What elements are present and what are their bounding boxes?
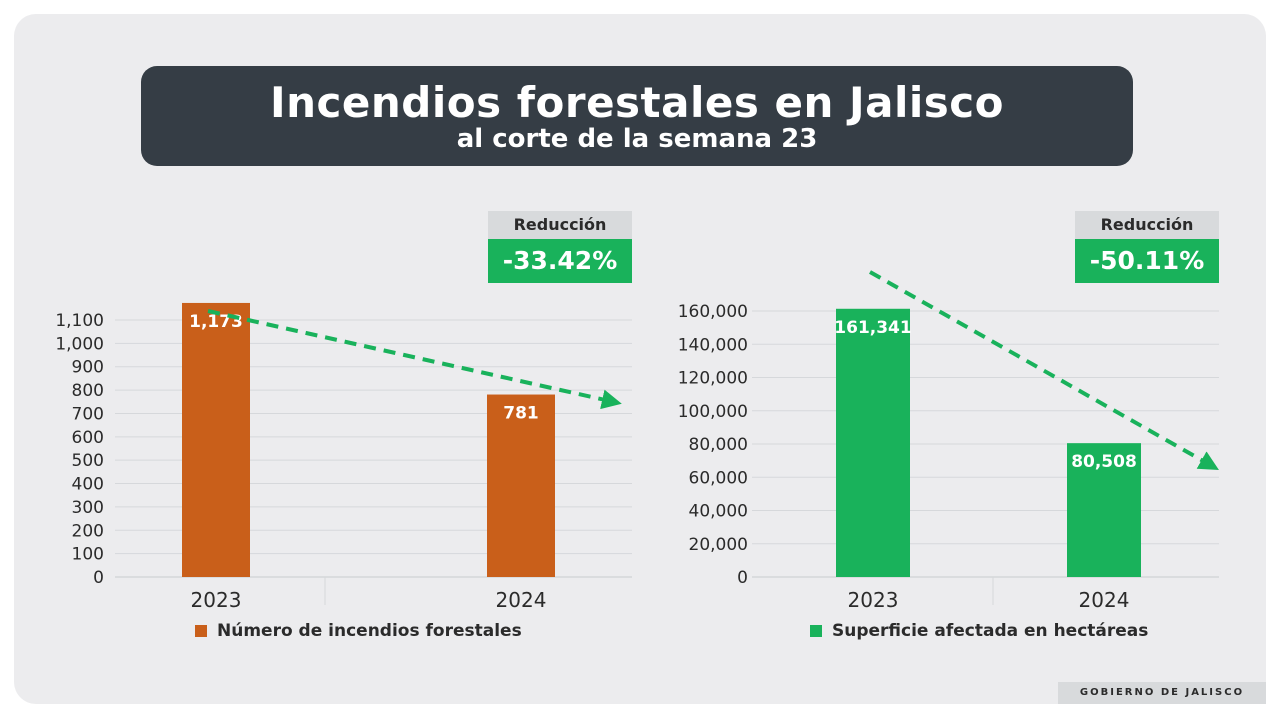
y-tick-label: 60,000	[689, 468, 748, 488]
y-tick-label: 1,100	[55, 311, 104, 331]
bar-2023	[182, 302, 250, 577]
y-tick-label: 600	[72, 428, 104, 448]
bar-2024	[487, 394, 555, 577]
y-tick-label: 20,000	[689, 535, 748, 555]
legend-swatch-green	[810, 625, 822, 637]
data-label: 80,508	[1071, 452, 1137, 472]
y-tick-label: 400	[72, 475, 104, 495]
y-tick-label: 40,000	[689, 502, 748, 522]
reduction-box-left: Reducción -33.42%	[488, 211, 632, 283]
y-tick-label: 1,000	[55, 334, 104, 354]
trend-arrow	[869, 270, 1219, 470]
y-tick-label: 900	[72, 358, 104, 378]
x-tick-label: 2024	[1079, 588, 1130, 612]
footer-brand: GOBIERNO DE JALISCO	[1058, 682, 1266, 704]
y-tick-label: 120,000	[678, 369, 748, 389]
x-tick-label: 2024	[496, 588, 547, 612]
legend-left: Número de incendios forestales	[195, 621, 522, 641]
y-tick-label: 800	[72, 381, 104, 401]
title-banner: Incendios forestales en Jalisco al corte…	[141, 66, 1133, 166]
bar-2023	[836, 308, 910, 577]
reduction-box-right: Reducción -50.11%	[1075, 211, 1219, 283]
y-tick-label: 500	[72, 451, 104, 471]
trend-arrow	[207, 309, 622, 410]
y-tick-label: 160,000	[678, 302, 748, 322]
reduction-label-right: Reducción	[1075, 211, 1219, 239]
bar-2024	[1067, 443, 1141, 577]
y-tick-label: 80,000	[689, 435, 748, 455]
y-tick-label: 100,000	[678, 402, 748, 422]
y-tick-label: 140,000	[678, 335, 748, 355]
data-label: 1,173	[189, 312, 243, 332]
y-tick-label: 300	[72, 498, 104, 518]
y-tick-label: 100	[72, 545, 104, 565]
chart-title: Incendios forestales en Jalisco	[269, 78, 1004, 127]
data-label: 781	[503, 404, 539, 424]
y-tick-label: 700	[72, 404, 104, 424]
legend-swatch-orange	[195, 625, 207, 637]
legend-label-left: Número de incendios forestales	[217, 621, 522, 641]
x-tick-label: 2023	[848, 588, 899, 612]
y-tick-label: 200	[72, 521, 104, 541]
reduction-label-left: Reducción	[488, 211, 632, 239]
chart-subtitle: al corte de la semana 23	[456, 124, 818, 154]
legend-label-right: Superficie afectada en hectáreas	[832, 621, 1149, 641]
legend-right: Superficie afectada en hectáreas	[810, 621, 1148, 641]
y-tick-label: 0	[737, 568, 748, 588]
data-label: 161,341	[834, 318, 911, 338]
x-tick-label: 2023	[191, 588, 242, 612]
y-tick-label: 0	[93, 568, 104, 588]
reduction-value-left: -33.42%	[488, 239, 632, 283]
reduction-value-right: -50.11%	[1075, 239, 1219, 283]
